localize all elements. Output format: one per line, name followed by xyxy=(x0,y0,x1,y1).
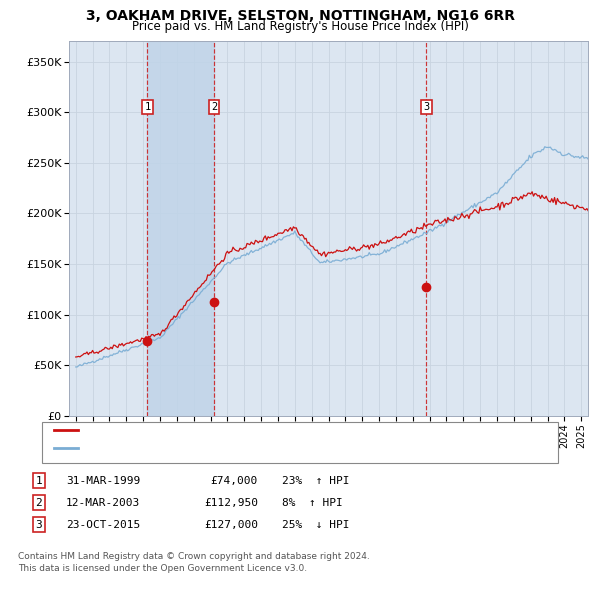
Text: 3: 3 xyxy=(35,520,43,529)
Text: HPI: Average price, detached house, Ashfield: HPI: Average price, detached house, Ashf… xyxy=(81,444,316,453)
Text: 23%  ↑ HPI: 23% ↑ HPI xyxy=(282,476,349,486)
Text: 31-MAR-1999: 31-MAR-1999 xyxy=(66,476,140,486)
Text: 3, OAKHAM DRIVE, SELSTON, NOTTINGHAM, NG16 6RR: 3, OAKHAM DRIVE, SELSTON, NOTTINGHAM, NG… xyxy=(86,9,515,23)
Text: £112,950: £112,950 xyxy=(204,498,258,507)
Text: This data is licensed under the Open Government Licence v3.0.: This data is licensed under the Open Gov… xyxy=(18,564,307,573)
Text: £74,000: £74,000 xyxy=(211,476,258,486)
Text: 23-OCT-2015: 23-OCT-2015 xyxy=(66,520,140,529)
Text: 2: 2 xyxy=(35,498,43,507)
Text: 8%  ↑ HPI: 8% ↑ HPI xyxy=(282,498,343,507)
Text: 1: 1 xyxy=(35,476,43,486)
Text: 12-MAR-2003: 12-MAR-2003 xyxy=(66,498,140,507)
Text: £127,000: £127,000 xyxy=(204,520,258,529)
Bar xyxy=(148,41,214,416)
Text: Price paid vs. HM Land Registry's House Price Index (HPI): Price paid vs. HM Land Registry's House … xyxy=(131,20,469,33)
Text: 3, OAKHAM DRIVE, SELSTON, NOTTINGHAM, NG16 6RR (detached house): 3, OAKHAM DRIVE, SELSTON, NOTTINGHAM, NG… xyxy=(81,425,462,434)
Text: 3: 3 xyxy=(423,102,430,112)
Text: 1: 1 xyxy=(144,102,151,112)
Text: Contains HM Land Registry data © Crown copyright and database right 2024.: Contains HM Land Registry data © Crown c… xyxy=(18,552,370,561)
Text: 25%  ↓ HPI: 25% ↓ HPI xyxy=(282,520,349,529)
Text: 2: 2 xyxy=(211,102,217,112)
